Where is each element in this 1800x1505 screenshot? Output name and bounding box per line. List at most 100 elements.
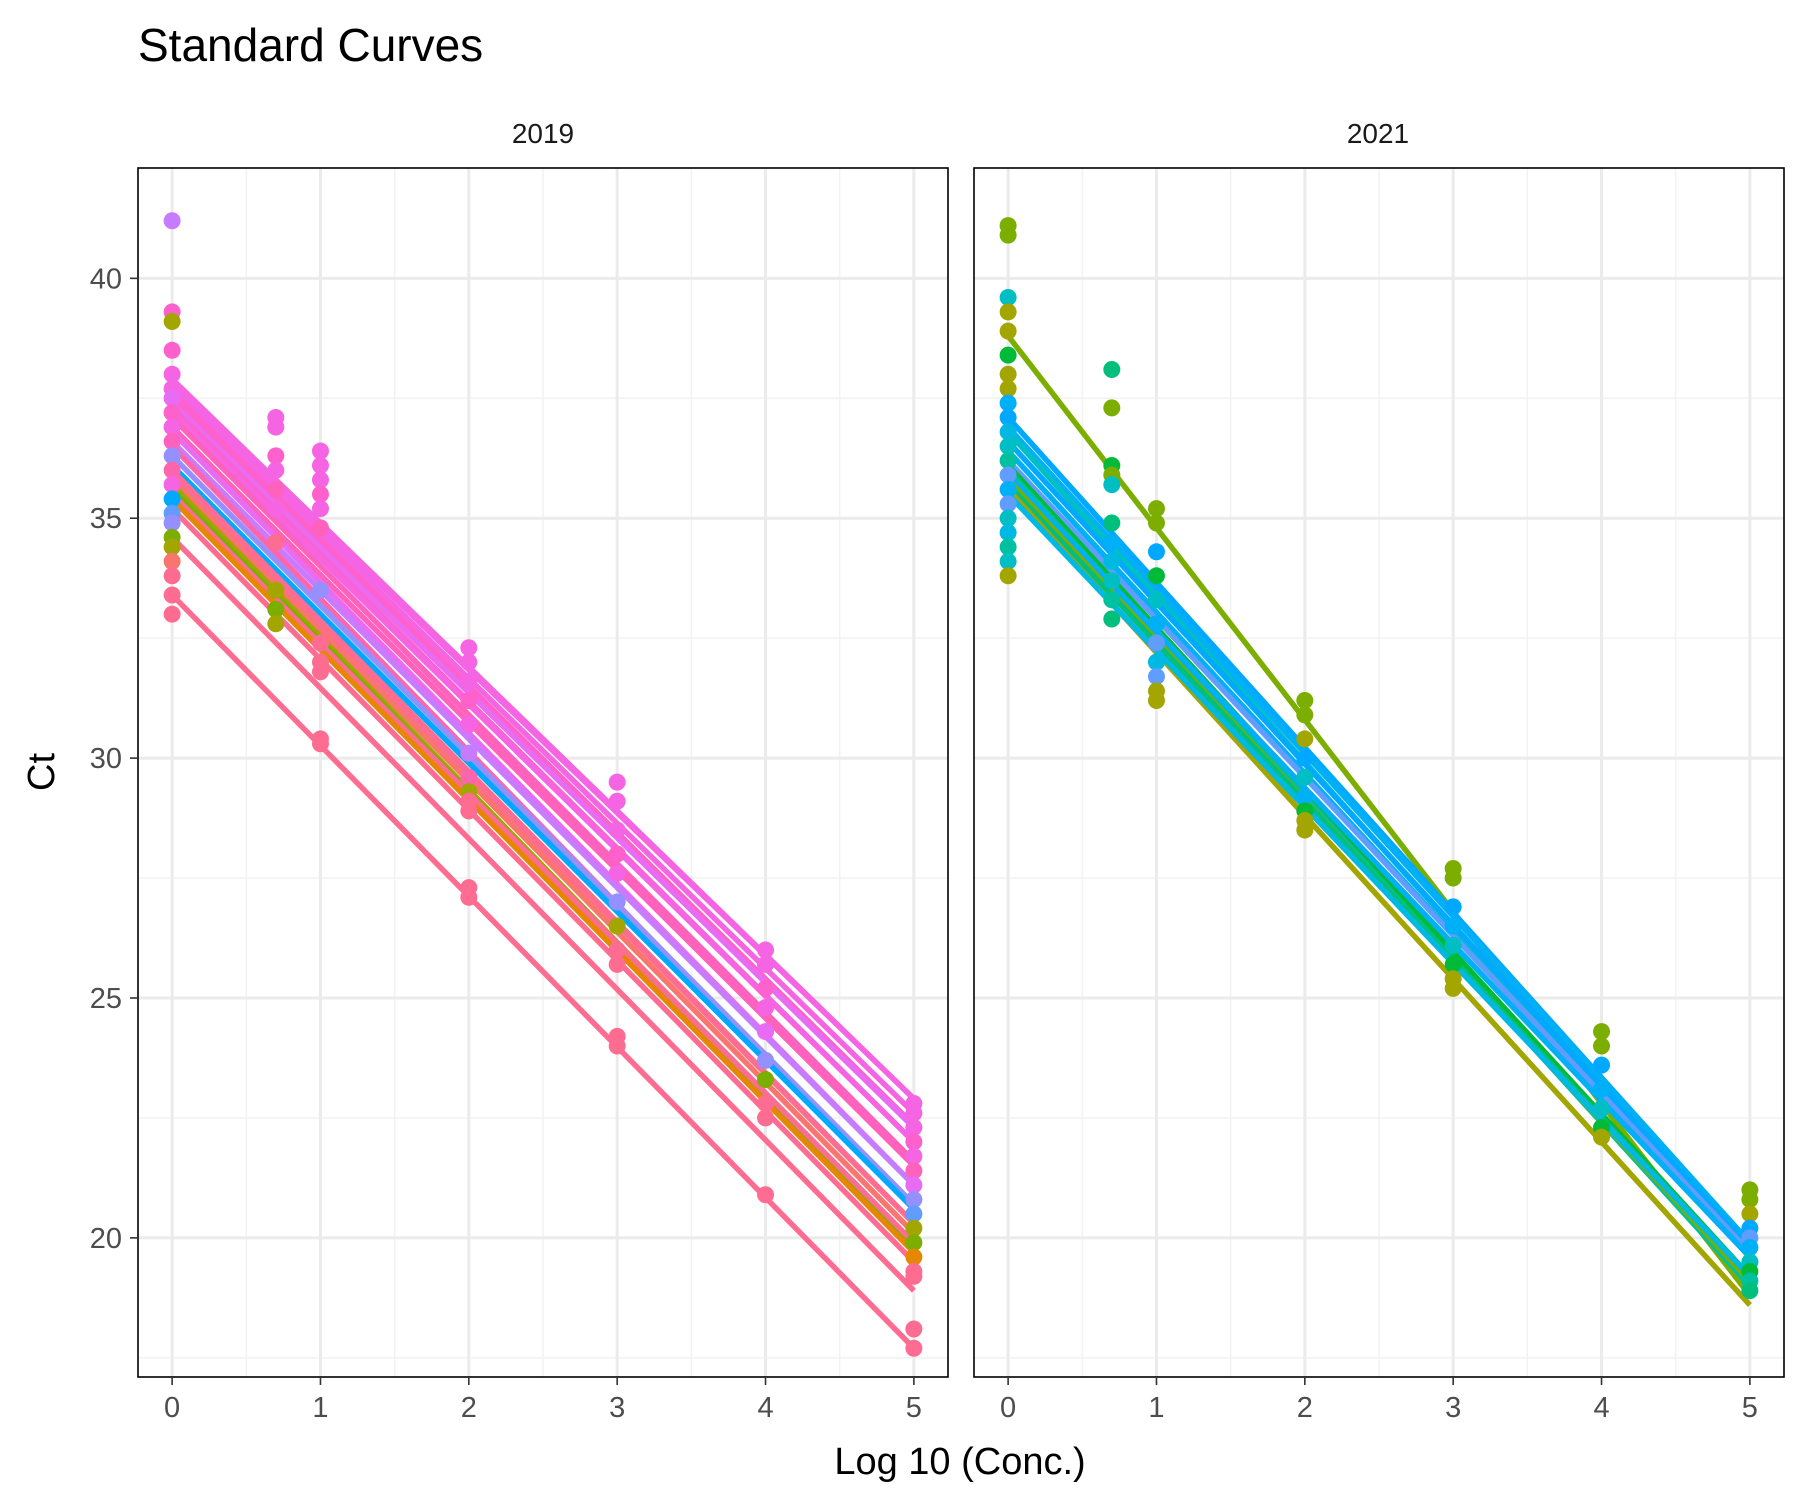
data-point	[905, 1339, 923, 1357]
data-point	[608, 821, 626, 839]
data-point	[999, 437, 1017, 455]
x-tick-label: 0	[1000, 1392, 1016, 1424]
data-point	[757, 1071, 775, 1089]
data-point	[757, 1095, 775, 1113]
data-point	[1103, 533, 1121, 551]
data-point	[1296, 692, 1314, 710]
data-point	[267, 600, 285, 618]
data-point	[460, 639, 478, 657]
data-point	[311, 456, 329, 474]
data-point	[1593, 1099, 1611, 1117]
data-point	[757, 1109, 775, 1127]
data-point	[311, 581, 329, 599]
x-axis-title: Log 10 (Conc.)	[834, 1441, 1085, 1483]
data-point	[1296, 730, 1314, 748]
data-point	[163, 341, 181, 359]
data-point	[999, 480, 1017, 498]
data-point	[1147, 653, 1165, 671]
data-point	[1444, 869, 1462, 887]
data-point	[608, 941, 626, 959]
data-point	[757, 979, 775, 997]
data-point	[163, 389, 181, 407]
fit-line	[1005, 334, 1753, 1298]
data-point	[460, 653, 478, 671]
fit-line	[170, 477, 916, 1236]
fit-line	[170, 535, 916, 1293]
data-point	[1147, 615, 1165, 633]
data-point	[1593, 1023, 1611, 1041]
fit-line	[170, 410, 916, 1144]
data-point	[1741, 1282, 1759, 1300]
data-point	[267, 581, 285, 599]
y-tick-label: 40	[90, 263, 122, 295]
data-point	[1103, 591, 1121, 609]
data-point	[905, 1104, 923, 1122]
data-point	[999, 408, 1017, 426]
data-point	[999, 567, 1017, 585]
data-point	[905, 1133, 923, 1151]
data-point	[1296, 787, 1314, 805]
data-point	[608, 792, 626, 810]
fit-line	[170, 463, 916, 1212]
fit-line	[170, 415, 916, 1164]
y-tick-label: 20	[90, 1223, 122, 1255]
data-point	[999, 303, 1017, 321]
data-point	[1741, 1238, 1759, 1256]
data-point	[311, 442, 329, 460]
data-point	[999, 452, 1017, 470]
data-point	[999, 365, 1017, 383]
data-point	[163, 447, 181, 465]
data-point	[1147, 567, 1165, 585]
x-tick-label: 2	[1297, 1392, 1313, 1424]
data-point	[460, 692, 478, 710]
y-tick-label: 25	[90, 983, 122, 1015]
x-tick-label: 4	[757, 1392, 773, 1424]
data-point	[267, 461, 285, 479]
data-point	[757, 1023, 775, 1041]
data-point	[1103, 476, 1121, 494]
data-point	[267, 447, 285, 465]
fit-line	[1006, 458, 1752, 1255]
grid-layer	[974, 168, 1784, 1377]
facet-panel-2021: 2021	[973, 118, 1785, 1378]
fit-line	[170, 492, 916, 1245]
data-point	[267, 500, 285, 518]
y-tick-label: 35	[90, 503, 122, 535]
data-point	[1741, 1190, 1759, 1208]
data-point	[905, 1267, 923, 1285]
data-point	[267, 615, 285, 633]
data-point	[999, 552, 1017, 570]
data-point	[905, 1205, 923, 1223]
data-point	[608, 864, 626, 882]
data-point	[905, 1219, 923, 1237]
data-point	[1296, 768, 1314, 786]
data-point	[608, 955, 626, 973]
data-point	[1147, 668, 1165, 686]
data-point	[905, 1176, 923, 1194]
data-point	[608, 845, 626, 863]
data-point	[311, 519, 329, 537]
data-point	[311, 471, 329, 489]
data-point	[1103, 610, 1121, 628]
points-layer	[999, 217, 1759, 1300]
data-point	[999, 322, 1017, 340]
data-point	[999, 289, 1017, 307]
data-point	[460, 888, 478, 906]
data-point	[905, 1320, 923, 1338]
data-point	[163, 461, 181, 479]
data-point	[311, 500, 329, 518]
data-point	[311, 485, 329, 503]
data-point	[905, 1119, 923, 1137]
fit-line	[170, 453, 916, 1207]
data-point	[999, 226, 1017, 244]
data-point	[608, 917, 626, 935]
data-point	[163, 432, 181, 450]
data-point	[1593, 1080, 1611, 1098]
fit-line	[170, 401, 916, 1130]
data-point	[608, 773, 626, 791]
x-tick-label: 2	[461, 1392, 477, 1424]
fit-line	[1006, 473, 1752, 1259]
data-point	[1103, 514, 1121, 532]
data-point	[757, 999, 775, 1017]
